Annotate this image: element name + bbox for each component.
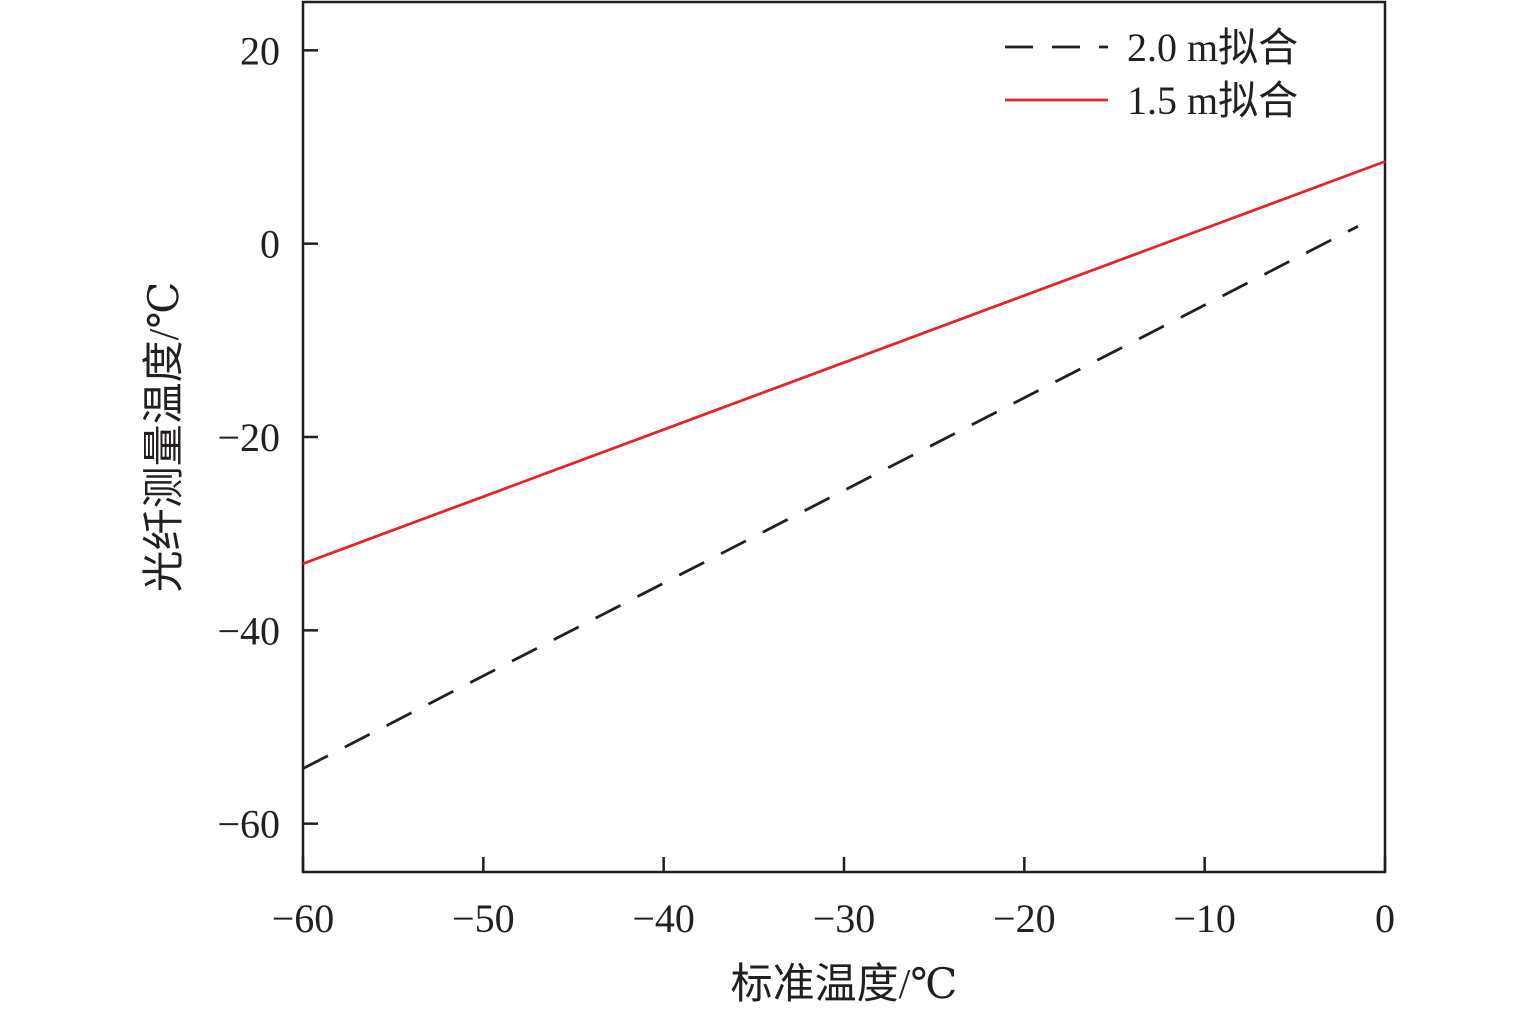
x-axis-ticks: −60 −50 −40 −30 −20 −10 0 — [272, 857, 1395, 941]
x-tick-label: −60 — [272, 896, 335, 941]
plot-frame — [301, 0, 1387, 874]
y-tick-label: −60 — [217, 802, 280, 847]
y-tick-label: −20 — [217, 415, 280, 460]
legend-label-2m: 2.0 m拟合 — [1127, 25, 1298, 70]
y-tick-label: −40 — [217, 608, 280, 653]
series-line-1-5m — [302, 160, 1386, 565]
y-tick-label: 0 — [260, 222, 280, 267]
series-line-2m — [302, 225, 1359, 770]
x-tick-label: −40 — [632, 896, 695, 941]
y-axis-label: 光纤测量温度/℃ — [142, 282, 188, 593]
x-tick-label: −10 — [1173, 896, 1236, 941]
series-layer — [302, 160, 1386, 770]
x-tick-label: −30 — [813, 896, 876, 941]
y-axis-ticks: −60 −40 −20 0 20 — [217, 28, 318, 847]
x-axis-label: 标准温度/℃ — [731, 962, 958, 1008]
x-tick-label: −20 — [993, 896, 1056, 941]
legend: 2.0 m拟合 1.5 m拟合 — [1005, 25, 1298, 123]
x-tick-label: −50 — [452, 896, 515, 941]
x-tick-label: 0 — [1375, 896, 1395, 941]
y-tick-label: 20 — [240, 28, 280, 73]
legend-label-1-5m: 1.5 m拟合 — [1127, 78, 1298, 123]
